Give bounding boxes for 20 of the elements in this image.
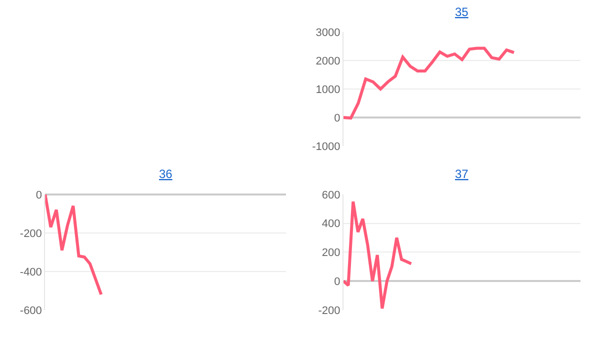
y-tick-label: 400	[322, 218, 340, 230]
y-tick-label: 1000	[316, 84, 340, 96]
line-series	[343, 200, 413, 310]
y-tick-label: 2000	[316, 55, 340, 68]
chart-title: 37	[455, 167, 469, 181]
y-tick-label: 0	[334, 112, 340, 124]
y-tick-label: 600	[322, 189, 340, 202]
y-tick-label: 0	[334, 276, 340, 288]
chart-title: 35	[455, 5, 469, 19]
y-tick-label: -600	[20, 304, 42, 317]
line-series	[343, 46, 516, 120]
y-tick-label: 3000	[316, 26, 340, 39]
chart-title: 36	[159, 167, 173, 181]
y-tick-label: 0	[36, 189, 42, 202]
y-tick-label: -400	[20, 266, 42, 278]
y-tick-label: -200	[20, 228, 42, 240]
y-tick-label: 200	[322, 247, 340, 260]
y-tick-label: -200	[318, 304, 340, 317]
line-series	[45, 194, 103, 296]
y-tick-label: -1000	[312, 140, 340, 153]
